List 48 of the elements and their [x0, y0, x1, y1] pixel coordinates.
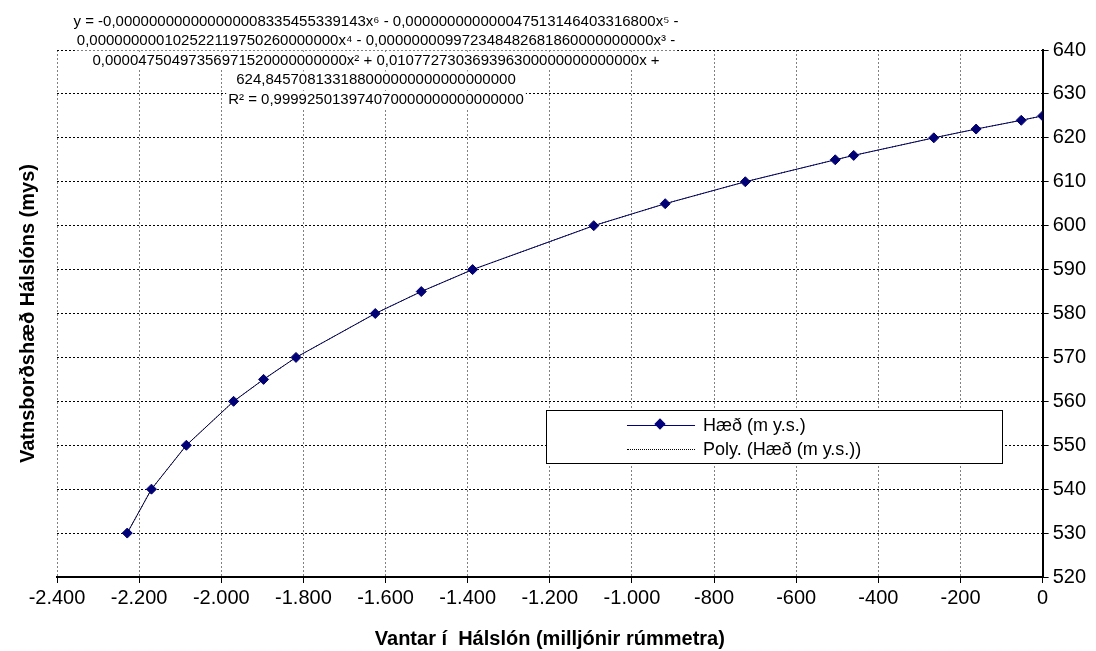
point: [467, 264, 479, 276]
x-tick-label: -2.400: [28, 585, 86, 608]
y-tick-label: 620: [1052, 125, 1087, 148]
y-tick-label: 610: [1052, 169, 1087, 192]
y-tick-label: 570: [1052, 344, 1087, 367]
x-tick-label: -1.800: [275, 585, 332, 608]
x-tick-label: -1.400: [439, 585, 497, 608]
y-tick-label: 560: [1052, 388, 1087, 411]
point: [739, 176, 751, 188]
y-tick-label: 640: [1052, 37, 1087, 60]
y-axis-title: Vatnsborðshæð Hálslóns (mys): [15, 164, 38, 463]
point: [588, 220, 600, 232]
x-tick-label: -600: [776, 585, 817, 608]
point: [121, 527, 133, 539]
point: [848, 149, 860, 161]
y-tick-label: 550: [1052, 432, 1087, 455]
point: [659, 198, 671, 210]
point: [369, 308, 381, 319]
y-tick-label: 530: [1052, 520, 1087, 543]
y-tick-label: 630: [1052, 81, 1087, 104]
x-tick-label: 0: [1037, 585, 1049, 608]
x-tick-label: -2.000: [192, 585, 250, 608]
point: [228, 395, 240, 407]
x-tick-label: -400: [858, 585, 899, 608]
legend-label: Poly. (Hæð (m y.s.)): [703, 438, 862, 460]
point: [258, 373, 270, 385]
point: [970, 123, 982, 135]
annotation: y = -0,000000000000000008335455339143x⁶ - 0,000000000000047513146403316800x⁵ - 0,000000000102522119750260000000x⁴ - 0,000000009972348482681860000000000x³ - 0,00004750497356971520000000000x² + 0,010772730369396300000000000000x + 624,845708133188000000000000000000 R² = 0,999925013974070000000000000000: [73, 11, 679, 107]
point: [145, 483, 157, 495]
x-tick-label: -2.200: [110, 585, 168, 608]
y-tick-label: 520: [1052, 564, 1087, 587]
point: [290, 351, 302, 363]
y-tick-label: 580: [1052, 301, 1087, 324]
point: [1015, 114, 1027, 126]
x-tick-label: -200: [940, 585, 981, 608]
y-tick-label: 600: [1052, 213, 1087, 236]
x-axis-title: Vantar í Hálslón (milljónir rúmmetra): [374, 626, 725, 649]
legend-label: Hæð (m y.s.): [703, 414, 806, 436]
y-tick-label: 590: [1052, 257, 1087, 280]
x-tick-label: -800: [694, 585, 735, 608]
y-tick-label: 540: [1052, 476, 1087, 499]
x-tick-label: -1.000: [603, 585, 661, 608]
x-tick-label: -1.200: [521, 585, 579, 608]
point: [180, 439, 192, 451]
x-tick-label: -1.600: [357, 585, 414, 608]
point: [928, 132, 940, 144]
point: [829, 154, 841, 166]
point: [415, 286, 427, 298]
